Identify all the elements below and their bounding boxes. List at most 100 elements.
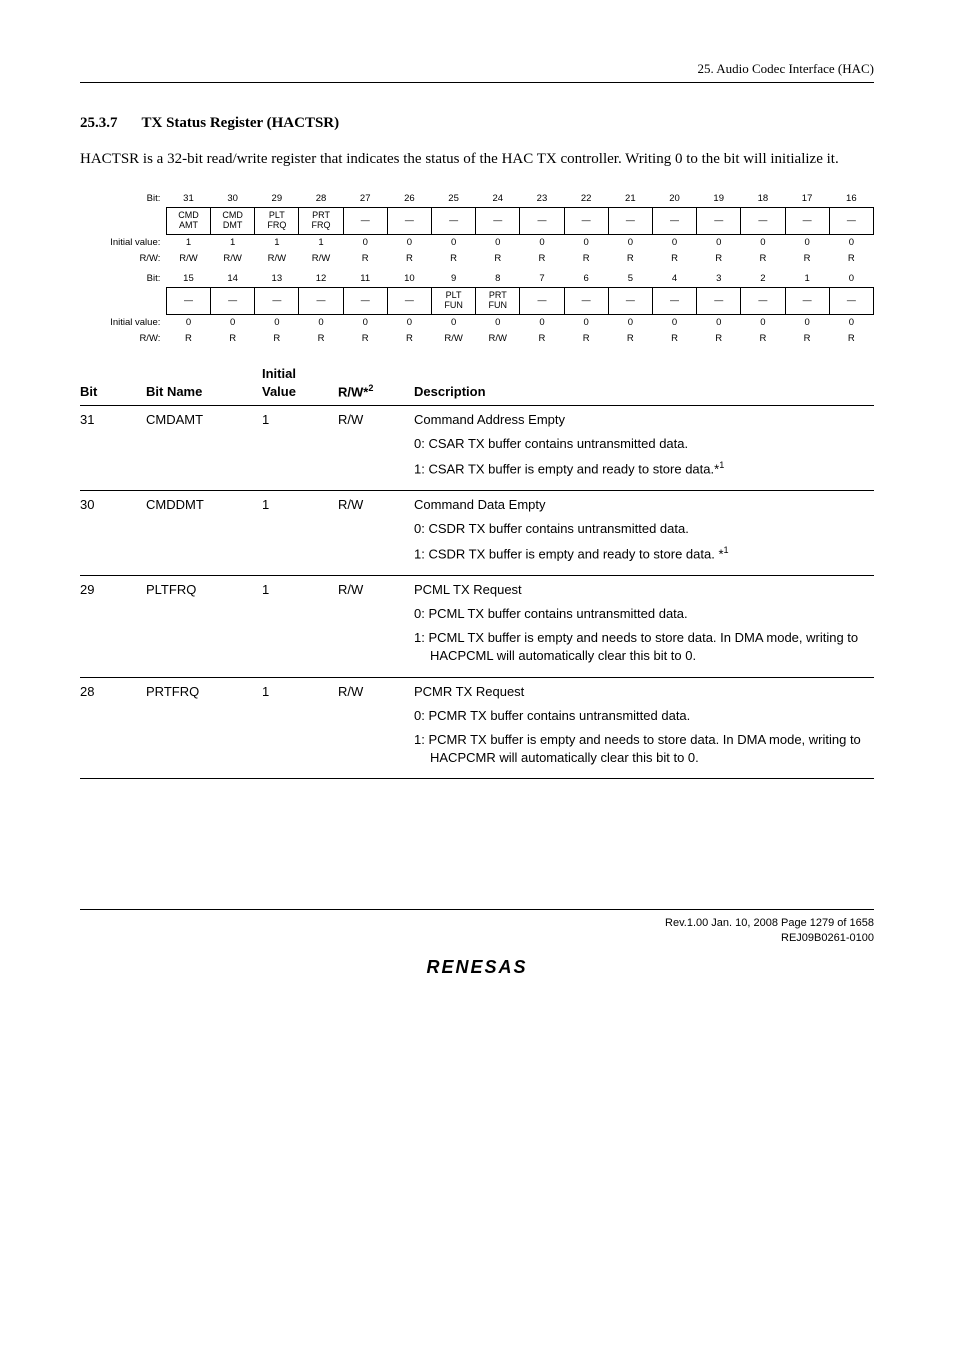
cell-bit: 29 [80, 575, 146, 677]
register-cell: 4 [652, 271, 696, 288]
register-cell: R [564, 251, 608, 267]
register-cell: 0 [697, 234, 741, 251]
label-bit: Bit: [80, 191, 166, 208]
register-field: — [520, 287, 564, 314]
register-cell: 17 [785, 191, 829, 208]
register-cell: 0 [387, 234, 431, 251]
register-cell: 5 [608, 271, 652, 288]
register-cell: 0 [741, 234, 785, 251]
register-cell: R [608, 331, 652, 347]
register-cell: R [829, 251, 873, 267]
register-cell: 26 [387, 191, 431, 208]
register-cell: 1 [299, 234, 343, 251]
register-cell: R [387, 331, 431, 347]
register-cell: 0 [652, 314, 696, 331]
register-cell: 0 [564, 234, 608, 251]
register-cell: 2 [741, 271, 785, 288]
register-cell: R [211, 331, 255, 347]
register-field: — [785, 207, 829, 234]
register-cell: 12 [299, 271, 343, 288]
register-cell: 7 [520, 271, 564, 288]
cell-rw: R/W [338, 490, 414, 575]
cell-description: Command Data Empty0: CSDR TX buffer cont… [414, 490, 874, 575]
cell-rw: R/W [338, 575, 414, 677]
th-description: Description [414, 361, 874, 406]
register-cell: 0 [829, 314, 873, 331]
label-initial: Initial value: [80, 314, 166, 331]
register-cell: 0 [432, 314, 476, 331]
cell-description: Command Address Empty0: CSAR TX buffer c… [414, 406, 874, 491]
register-cell: 19 [697, 191, 741, 208]
register-field: — [211, 287, 255, 314]
register-cell: 0 [476, 314, 520, 331]
cell-description: PCMR TX Request0: PCMR TX buffer contain… [414, 677, 874, 779]
register-cell: 24 [476, 191, 520, 208]
register-field: — [476, 207, 520, 234]
register-cell: R [785, 251, 829, 267]
register-cell: R [652, 251, 696, 267]
register-field: — [387, 287, 431, 314]
cell-rw: R/W [338, 406, 414, 491]
register-cell: 3 [697, 271, 741, 288]
register-field: PRTFRQ [299, 207, 343, 234]
register-cell: 6 [564, 271, 608, 288]
register-field: — [299, 287, 343, 314]
register-field: PRTFUN [476, 287, 520, 314]
footer-rev: Rev.1.00 Jan. 10, 2008 Page 1279 of 1658 [80, 916, 874, 930]
register-cell: 22 [564, 191, 608, 208]
register-cell: 0 [343, 234, 387, 251]
register-cell: R [697, 331, 741, 347]
register-cell: 0 [476, 234, 520, 251]
register-field: — [387, 207, 431, 234]
register-field: — [343, 207, 387, 234]
cell-initial: 1 [262, 490, 338, 575]
register-field: CMDAMT [166, 207, 210, 234]
cell-bit: 28 [80, 677, 146, 779]
register-cell: 1 [785, 271, 829, 288]
register-cell: R [343, 331, 387, 347]
register-cell: 0 [432, 234, 476, 251]
register-cell: 31 [166, 191, 210, 208]
th-bitname: Bit Name [146, 361, 262, 406]
th-initial: Initial Value [262, 361, 338, 406]
register-cell: 27 [343, 191, 387, 208]
register-field: CMDDMT [211, 207, 255, 234]
register-cell: 20 [652, 191, 696, 208]
cell-bitname: PLTFRQ [146, 575, 262, 677]
register-field: — [520, 207, 564, 234]
register-cell: R [697, 251, 741, 267]
register-cell: 0 [343, 314, 387, 331]
register-cell: 18 [741, 191, 785, 208]
register-cell: R/W [476, 331, 520, 347]
register-cell: R [255, 331, 299, 347]
register-cell: 0 [697, 314, 741, 331]
register-cell: 0 [299, 314, 343, 331]
register-cell: 0 [564, 314, 608, 331]
register-cell: R/W [299, 251, 343, 267]
cell-initial: 1 [262, 575, 338, 677]
register-cell: R [387, 251, 431, 267]
register-field: — [785, 287, 829, 314]
register-field: — [697, 207, 741, 234]
cell-initial: 1 [262, 677, 338, 779]
register-cell: 0 [785, 314, 829, 331]
register-field: — [652, 287, 696, 314]
cell-bitname: CMDDMT [146, 490, 262, 575]
register-cell: 14 [211, 271, 255, 288]
register-field: — [166, 287, 210, 314]
th-bit: Bit [80, 361, 146, 406]
register-field: — [343, 287, 387, 314]
register-cell: R [520, 251, 564, 267]
section-number: 25.3.7 [80, 115, 118, 131]
register-cell: R/W [166, 251, 210, 267]
section-heading: 25.3.7TX Status Register (HACTSR) [80, 113, 874, 134]
register-cell: 0 [520, 234, 564, 251]
label-initial: Initial value: [80, 234, 166, 251]
register-field: — [697, 287, 741, 314]
register-cell: 29 [255, 191, 299, 208]
register-field: PLTFRQ [255, 207, 299, 234]
register-cell: 13 [255, 271, 299, 288]
register-cell: 0 [608, 234, 652, 251]
register-field: — [564, 207, 608, 234]
register-cell: 16 [829, 191, 873, 208]
